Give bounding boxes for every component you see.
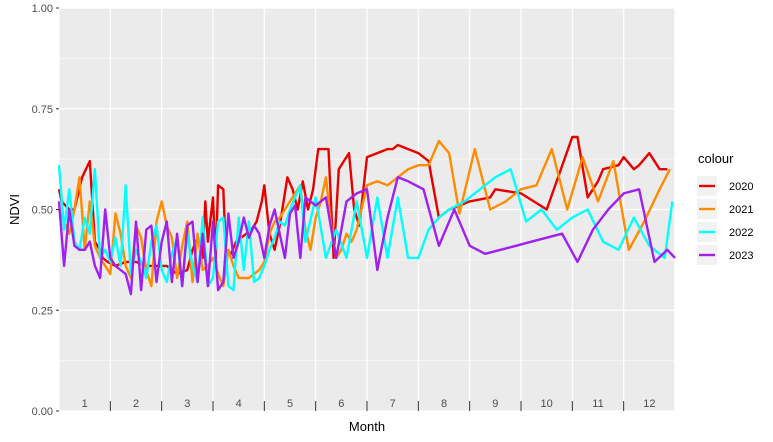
y-tick-label: 0.50 [32,205,53,217]
x-tick-label: 9 [492,398,498,410]
x-tick-label: 6 [338,398,344,410]
y-axis-title: NDVI [7,194,22,225]
legend-label-2022: 2022 [729,227,753,239]
legend-title: colour [698,151,734,166]
x-tick-label: 5 [287,398,293,410]
series-lines [57,135,676,296]
x-tick-label: 12 [643,398,655,410]
x-tick-label: 8 [441,398,447,410]
x-tick-label: 7 [390,398,396,410]
y-tick-label: 0.25 [32,305,53,317]
y-tick-label: 0.00 [32,406,53,418]
x-axis: 1 2 3 4 5 6 7 8 9 10 11 12 [82,398,656,410]
legend: colour 2020 2021 2022 2023 [697,151,753,265]
series-line-2021 [57,139,671,288]
x-tick-label: 10 [541,398,553,410]
x-tick-label: 1 [82,398,88,410]
x-tick-label: 3 [184,398,190,410]
legend-label-2021: 2021 [729,204,753,216]
x-tick-label: 11 [592,398,603,410]
x-axis-title: Month [349,419,385,434]
legend-label-2020: 2020 [729,181,753,193]
series-line-2023 [57,176,676,296]
x-tick-label: 2 [133,398,139,410]
legend-items: 2020 2021 2022 2023 [697,176,753,265]
y-tick-label: 0.75 [32,104,53,116]
y-axis: 0.00 0.25 0.50 0.75 1.00 [32,3,59,418]
x-tick-label: 4 [236,398,242,410]
month-divider-ticks [109,401,625,411]
legend-label-2023: 2023 [729,250,753,262]
series-line-2022 [57,165,674,292]
y-tick-label: 1.00 [32,3,53,15]
